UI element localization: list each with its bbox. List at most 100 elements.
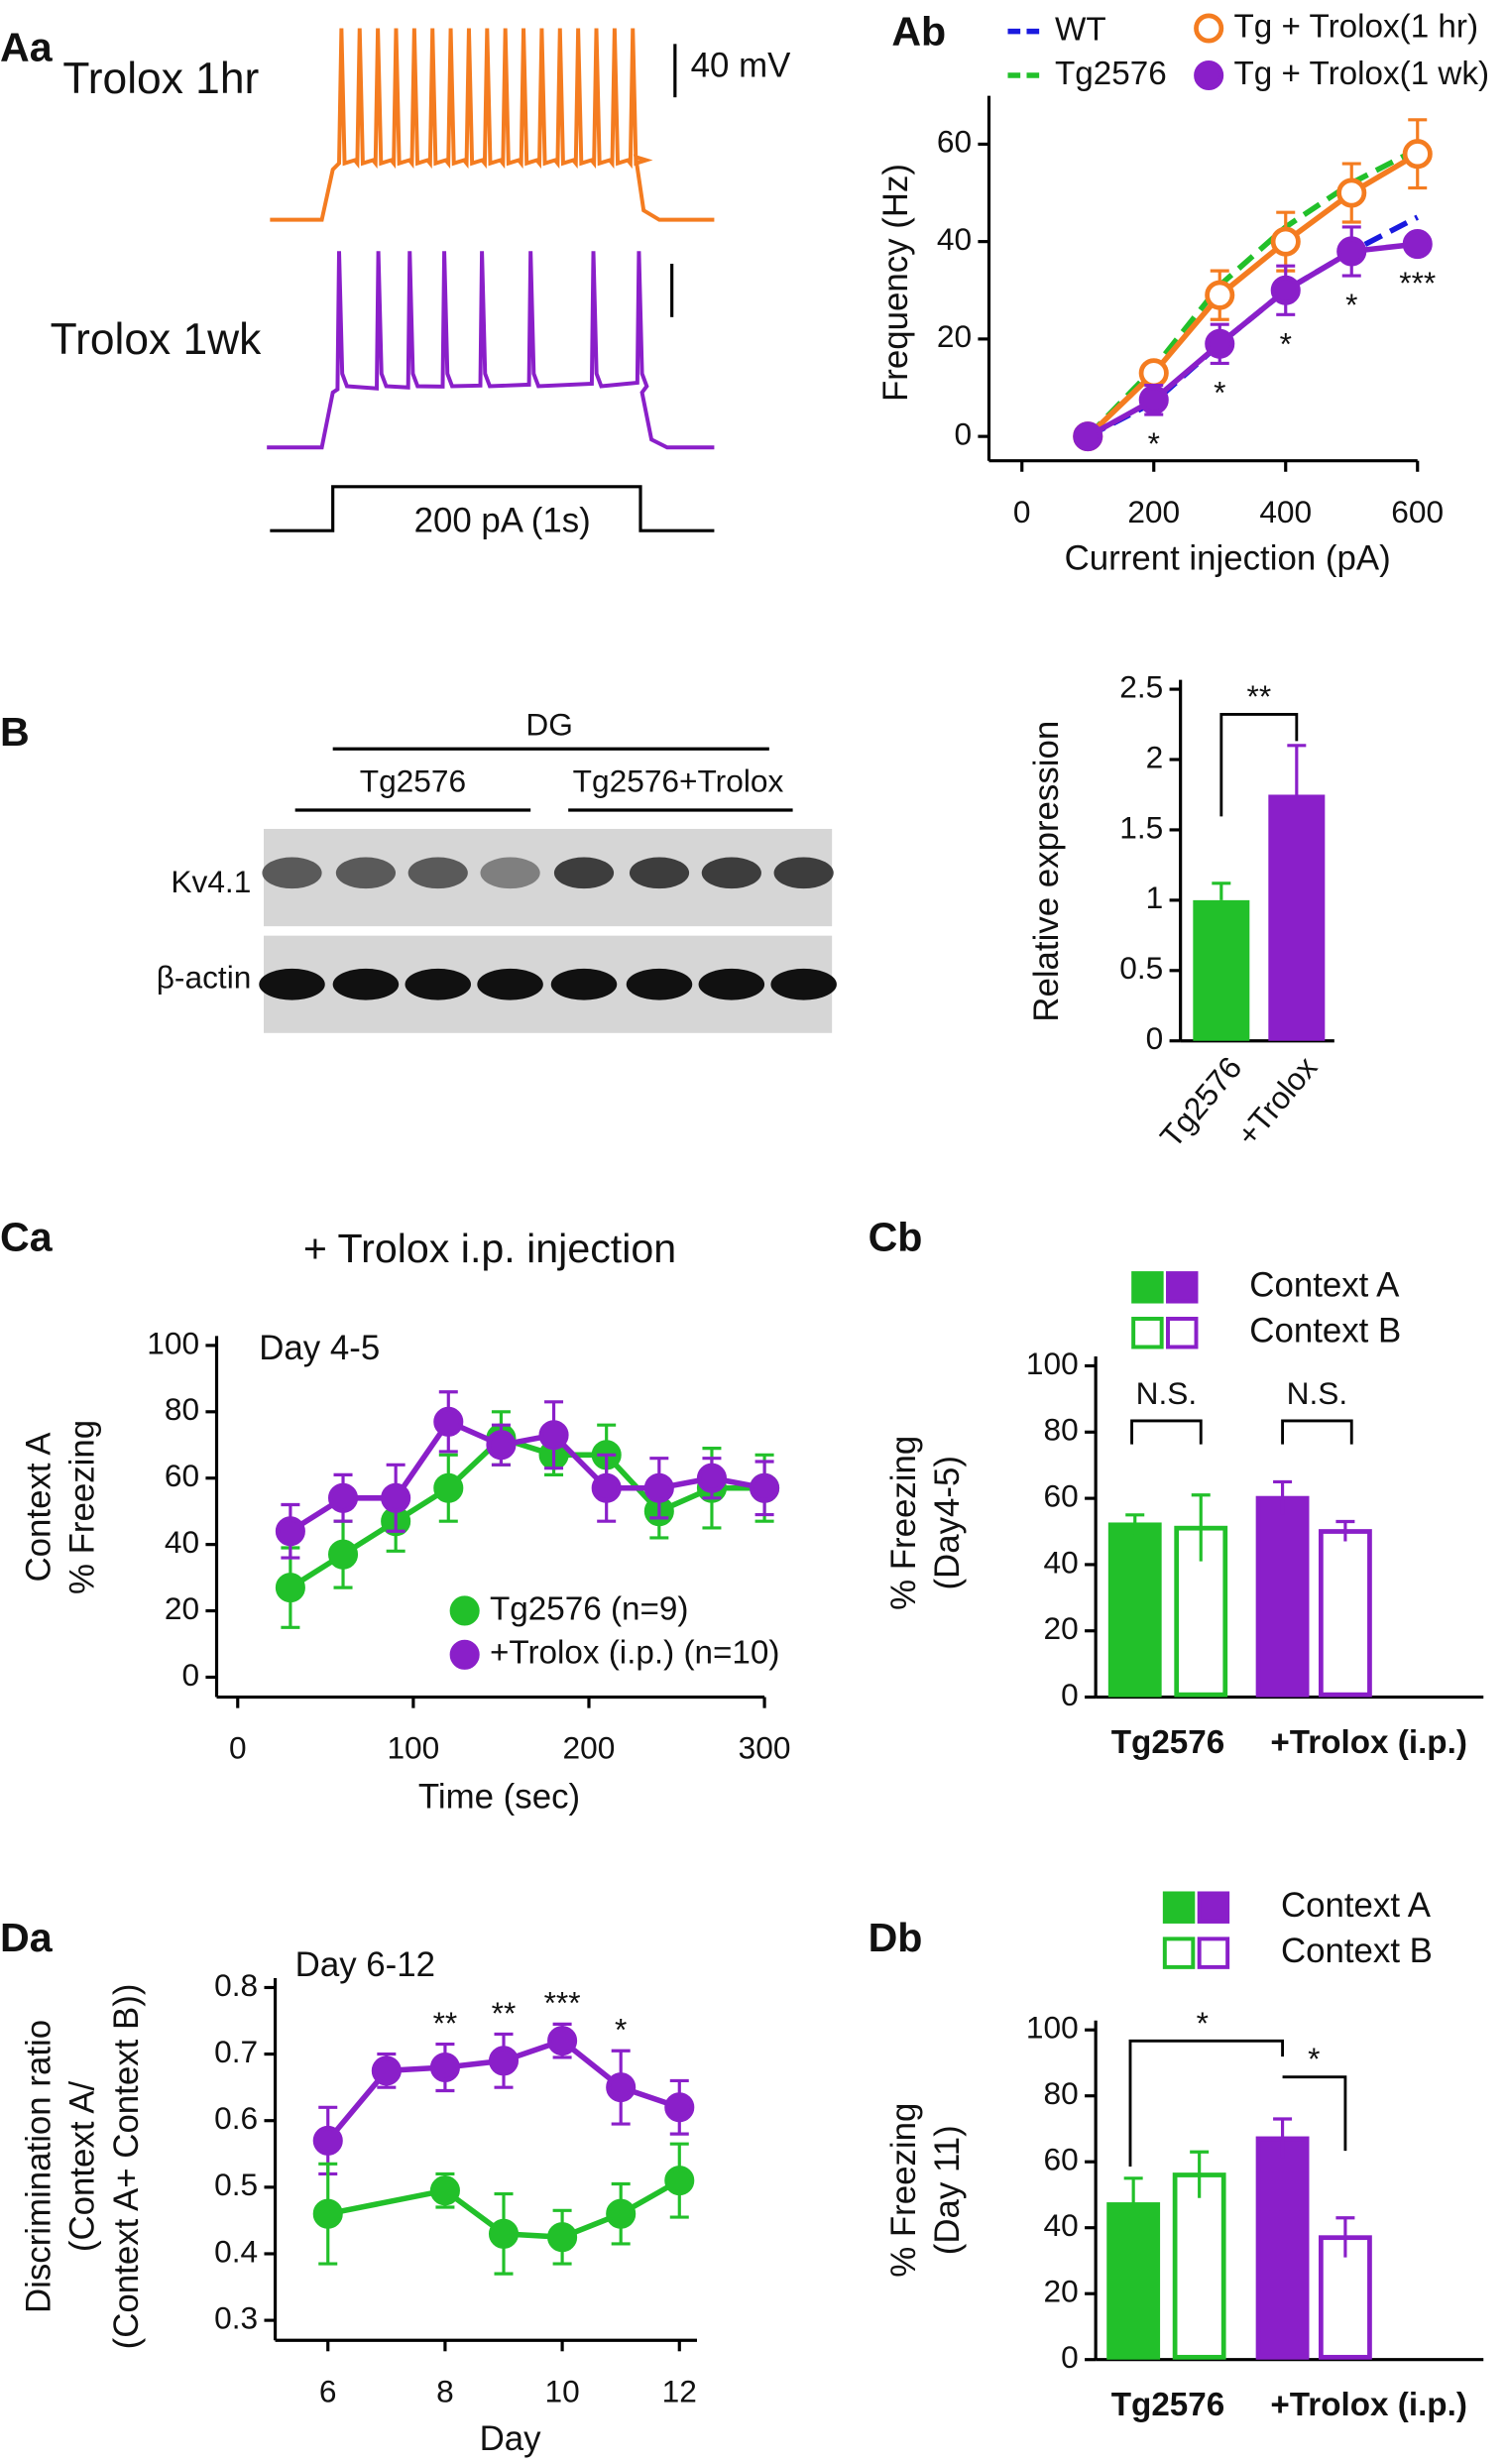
error-bar bbox=[1190, 2150, 1210, 2198]
y-tick-label: 0 bbox=[954, 415, 972, 451]
marker bbox=[696, 1463, 727, 1493]
chart-label: Day 4-5 bbox=[259, 1329, 380, 1367]
blot-band bbox=[629, 857, 690, 889]
x-tick-label: Tg2576 bbox=[1111, 1724, 1225, 1761]
blot-band bbox=[477, 968, 543, 1000]
legend-swatch bbox=[1197, 1891, 1230, 1924]
legend-swatch bbox=[1131, 1316, 1164, 1349]
x-tick-label: +Trolox (i.p.) bbox=[1270, 1724, 1467, 1761]
marker bbox=[750, 1472, 780, 1503]
marker bbox=[1270, 226, 1301, 257]
legend-swatch bbox=[1131, 1271, 1164, 1304]
y-tick-label: 20 bbox=[1044, 1610, 1079, 1646]
panel-label: Ca bbox=[0, 1215, 54, 1260]
y-tick-label: 60 bbox=[1044, 1477, 1079, 1513]
marker bbox=[1402, 229, 1433, 260]
y-tick-label: 0.6 bbox=[214, 2100, 258, 2136]
series-line bbox=[289, 1435, 765, 1590]
blot-group: Tg2576 bbox=[360, 763, 466, 798]
marker bbox=[538, 1420, 569, 1451]
marker bbox=[1205, 280, 1235, 310]
error-bar bbox=[1287, 744, 1307, 795]
legend-label: WT bbox=[1055, 11, 1106, 48]
y-tick-label: 0.5 bbox=[214, 2167, 258, 2202]
x-tick-label: 0 bbox=[229, 1730, 247, 1766]
legend-swatch bbox=[1162, 1891, 1196, 1924]
trace bbox=[267, 251, 715, 450]
y-tick-label: 100 bbox=[1026, 2010, 1079, 2046]
error-bar bbox=[1212, 881, 1231, 900]
y-axis-label: % Freezing bbox=[884, 2103, 923, 2278]
y-tick-label: 2 bbox=[1146, 739, 1164, 774]
y-tick-label: 0 bbox=[181, 1657, 199, 1693]
scale-label: 40 mV bbox=[691, 46, 791, 84]
significance-label: * bbox=[1148, 425, 1160, 461]
x-axis-label: Time (sec) bbox=[418, 1778, 580, 1817]
y-tick-label: 20 bbox=[1044, 2274, 1079, 2309]
marker bbox=[1336, 236, 1367, 267]
y-tick-label: 0 bbox=[1061, 2339, 1079, 2375]
marker bbox=[1205, 328, 1235, 359]
bar bbox=[1107, 1522, 1162, 1698]
blot-band bbox=[405, 968, 472, 1000]
marker bbox=[1138, 385, 1169, 415]
significance-label: * bbox=[1197, 2005, 1209, 2041]
marker bbox=[312, 2198, 343, 2229]
y-axis-label: (Day4-5) bbox=[928, 1456, 967, 1589]
significance-label: ** bbox=[492, 1995, 517, 2031]
y-axis-label: Relative expression bbox=[1027, 721, 1066, 1022]
y-tick-label: 60 bbox=[1044, 2142, 1079, 2177]
significance-label: * bbox=[615, 2012, 627, 2048]
significance-label: *** bbox=[1399, 265, 1436, 300]
x-axis-label: Day bbox=[480, 2419, 542, 2458]
y-tick-label: 80 bbox=[165, 1391, 199, 1427]
error-bar bbox=[1125, 1513, 1145, 1535]
marker bbox=[433, 1406, 464, 1437]
marker bbox=[327, 1482, 359, 1513]
y-tick-label: 0.8 bbox=[214, 1967, 258, 2003]
marker bbox=[1270, 275, 1301, 305]
y-tick-label: 40 bbox=[1044, 2207, 1079, 2243]
y-tick-label: 1 bbox=[1146, 880, 1164, 915]
blot-band bbox=[262, 857, 322, 889]
chart-title: + Trolox i.p. injection bbox=[303, 1226, 676, 1271]
legend-marker bbox=[449, 1639, 480, 1670]
error-bar bbox=[1335, 1519, 1355, 1542]
y-tick-label: 0.3 bbox=[214, 2299, 258, 2335]
marker bbox=[1336, 177, 1367, 208]
y-axis-label: (Context A/ bbox=[63, 2081, 102, 2253]
marker bbox=[1073, 421, 1103, 452]
blot-band bbox=[553, 857, 615, 889]
significance-label: * bbox=[1214, 374, 1225, 410]
y-axis-label: % Freezing bbox=[63, 1420, 102, 1594]
legend-label: Context B bbox=[1281, 1932, 1433, 1970]
trace-label: Trolox 1hr bbox=[62, 55, 259, 103]
y-tick-label: 40 bbox=[937, 221, 972, 257]
blot-band bbox=[335, 857, 397, 889]
bar bbox=[1318, 1529, 1372, 1698]
y-tick-label: 0 bbox=[1061, 1677, 1079, 1712]
trace bbox=[270, 28, 715, 222]
y-tick-label: 1.5 bbox=[1119, 809, 1163, 845]
y-tick-label: 80 bbox=[1044, 1412, 1079, 1448]
marker bbox=[591, 1472, 622, 1503]
error-bar bbox=[1273, 1479, 1293, 1515]
bar bbox=[1318, 2235, 1372, 2360]
y-tick-label: 40 bbox=[1044, 1544, 1079, 1580]
marker bbox=[433, 1472, 464, 1503]
x-axis-label: Current injection (pA) bbox=[1065, 538, 1391, 577]
blot-band bbox=[773, 857, 834, 889]
significance-label: * bbox=[1308, 2041, 1320, 2076]
significance-label: N.S. bbox=[1136, 1375, 1198, 1411]
panel-label: Ab bbox=[891, 9, 946, 55]
significance-bracket bbox=[1219, 712, 1299, 817]
y-tick-label: 60 bbox=[165, 1458, 199, 1493]
significance-label: ** bbox=[433, 2005, 458, 2041]
y-axis-label: % Freezing bbox=[884, 1436, 923, 1610]
marker bbox=[606, 2198, 637, 2229]
legend-label: +Trolox (i.p.) (n=10) bbox=[490, 1635, 779, 1672]
error-bar bbox=[1191, 1493, 1211, 1562]
significance-label: * bbox=[1280, 325, 1292, 361]
